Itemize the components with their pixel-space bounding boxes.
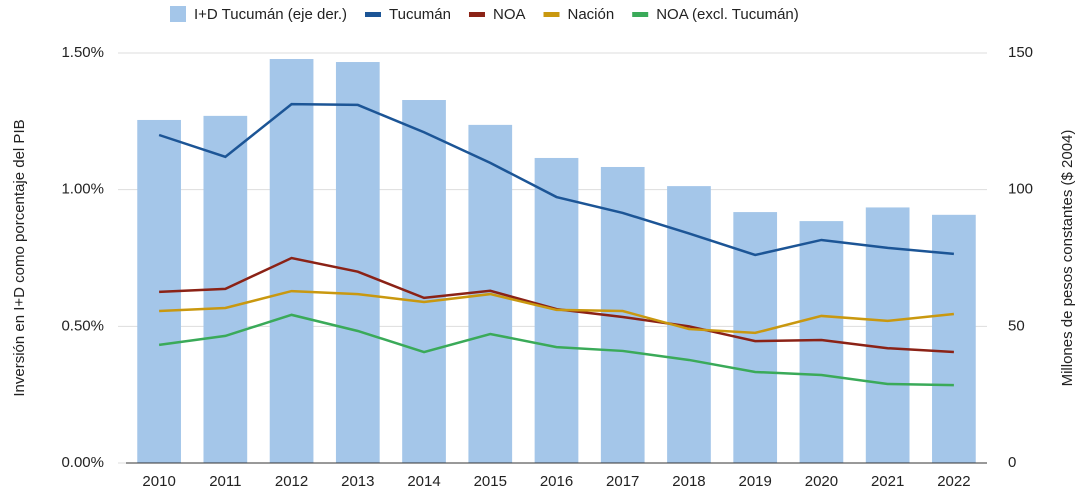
legend-swatch	[365, 12, 381, 17]
line	[158, 102, 954, 257]
x-tick-label: 2012	[275, 473, 308, 490]
x-tick-label: 2022	[937, 473, 970, 490]
x-tick-label: 2015	[474, 473, 507, 490]
bar	[932, 214, 976, 463]
y2-tick-label: 0	[1008, 454, 1016, 471]
x-tick-label: 2017	[606, 473, 639, 490]
legend-label: NOA (excl. Tucumán)	[656, 6, 799, 23]
legend-swatch	[468, 12, 485, 17]
y2-axis-label: Millones de pesos constantes ($ 2004)	[1059, 130, 1076, 387]
y-tick-label: 0.50%	[61, 317, 104, 334]
x-tick-label: 2019	[739, 473, 772, 490]
x-tick-label: 2021	[871, 473, 904, 490]
y-tick-label: 1.50%	[61, 44, 104, 61]
x-tick-label: 2018	[672, 473, 705, 490]
y-tick-label: 0.00%	[61, 454, 104, 471]
legend-swatch	[543, 12, 560, 17]
y-axis-label: Inversión en I+D como porcentaje del PIB	[11, 119, 28, 396]
y2-tick-label: 50	[1008, 317, 1025, 334]
y2-tick-label: 100	[1008, 181, 1033, 198]
bar	[335, 62, 380, 464]
legend-label: Tucumán	[389, 6, 451, 23]
line	[158, 313, 954, 387]
x-tick-label: 2016	[540, 473, 573, 490]
legend-label: NOA	[493, 6, 526, 23]
x-tick-label: 2014	[407, 473, 440, 490]
line	[159, 289, 955, 335]
x-tick-label: 2013	[341, 473, 374, 490]
bar	[402, 100, 446, 463]
legend-label: I+D Tucumán (eje der.)	[194, 6, 347, 23]
y-tick-label: 1.00%	[61, 181, 104, 198]
y2-tick-label: 150	[1008, 44, 1033, 61]
x-tick-label: 2010	[142, 473, 175, 490]
legend-swatch	[632, 12, 649, 17]
legend-label: Nación	[568, 6, 615, 23]
x-tick-label: 2020	[805, 473, 838, 490]
legend-swatch	[170, 6, 186, 22]
x-tick-label: 2011	[209, 473, 241, 490]
